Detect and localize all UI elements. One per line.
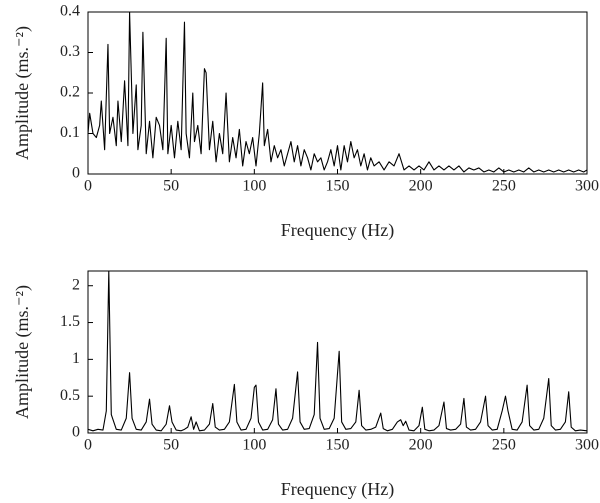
x-axis-label: Frequency (Hz) bbox=[281, 479, 394, 500]
x-tick-label: 300 bbox=[575, 178, 599, 195]
plot-frame bbox=[87, 270, 588, 434]
x-tick-label: 100 bbox=[242, 178, 266, 195]
data-line bbox=[87, 11, 588, 173]
x-tick-label: 150 bbox=[326, 178, 350, 195]
x-tick-label: 0 bbox=[84, 178, 92, 195]
x-tick-label: 100 bbox=[242, 437, 266, 454]
chart-panel: 0 50 100 150 200 250 300 0 0.5 1 1.5 2 Frequency (Hz… bbox=[12, 270, 599, 500]
y-axis-label: Amplitude (ms.⁻²) bbox=[12, 285, 33, 419]
x-axis-label: Frequency (Hz) bbox=[281, 220, 394, 241]
y-tick-label: 0.5 bbox=[60, 387, 80, 404]
x-tick-label: 0 bbox=[84, 437, 92, 454]
x-tick-label: 200 bbox=[409, 437, 433, 454]
chart-panel: 0 50 100 150 200 250 300 0 0.1 0.2 0.3 0.4 Frequency… bbox=[12, 3, 599, 241]
x-tick-label: 300 bbox=[575, 437, 599, 454]
y-tick-label: 0.1 bbox=[60, 124, 80, 141]
y-tick-label: 0.4 bbox=[60, 3, 80, 20]
y-tick-label: 0 bbox=[72, 165, 80, 182]
y-tick-label: 0 bbox=[72, 424, 80, 441]
y-tick-label: 1.5 bbox=[60, 313, 80, 330]
x-tick-label: 250 bbox=[492, 437, 516, 454]
x-tick-label: 50 bbox=[163, 178, 179, 195]
x-tick-label: 150 bbox=[326, 437, 350, 454]
y-tick-label: 2 bbox=[72, 276, 80, 293]
data-line bbox=[87, 270, 588, 432]
y-tick-label: 1 bbox=[72, 350, 80, 367]
x-tick-label: 50 bbox=[163, 437, 179, 454]
x-tick-label: 250 bbox=[492, 178, 516, 195]
y-axis-label: Amplitude (ms.⁻²) bbox=[12, 26, 33, 160]
y-tick-label: 0.3 bbox=[60, 43, 80, 60]
x-tick-label: 200 bbox=[409, 178, 433, 195]
y-tick-label: 0.2 bbox=[60, 84, 80, 101]
